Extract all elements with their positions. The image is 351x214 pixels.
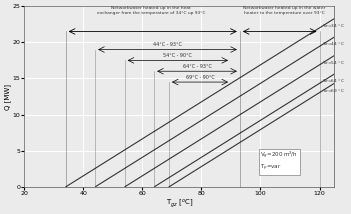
Text: 54°C - 90°C: 54°C - 90°C — [164, 53, 192, 58]
Text: 69°C - 90°C: 69°C - 90°C — [186, 74, 214, 80]
Y-axis label: Q [MW]: Q [MW] — [4, 83, 11, 110]
Text: T$_{w}$=54 °C: T$_{w}$=54 °C — [323, 59, 345, 67]
Text: 64°C - 93°C: 64°C - 93°C — [183, 64, 211, 69]
Text: T$_{w}$=34 °C: T$_{w}$=34 °C — [323, 22, 345, 30]
Text: V$_g$=200 m³/h
T$_p$=var: V$_g$=200 m³/h T$_p$=var — [260, 150, 298, 173]
Text: T$_{w}$=64 °C: T$_{w}$=64 °C — [323, 78, 345, 85]
Text: 44°C - 93°C: 44°C - 93°C — [153, 42, 182, 47]
Text: Networkwater heated up in the water
heater to the temperature over 93°C: Networkwater heated up in the water heat… — [243, 6, 325, 15]
X-axis label: T$_{gz}$ [$^{o}$C]: T$_{gz}$ [$^{o}$C] — [166, 198, 193, 210]
Text: T$_{w}$=44 °C: T$_{w}$=44 °C — [323, 41, 345, 48]
Text: Networkwater heated up in the heat
exchanger from the temperature of 34°C up 93°: Networkwater heated up in the heat excha… — [97, 6, 206, 15]
Text: T$_{w}$=69 °C: T$_{w}$=69 °C — [323, 87, 345, 95]
